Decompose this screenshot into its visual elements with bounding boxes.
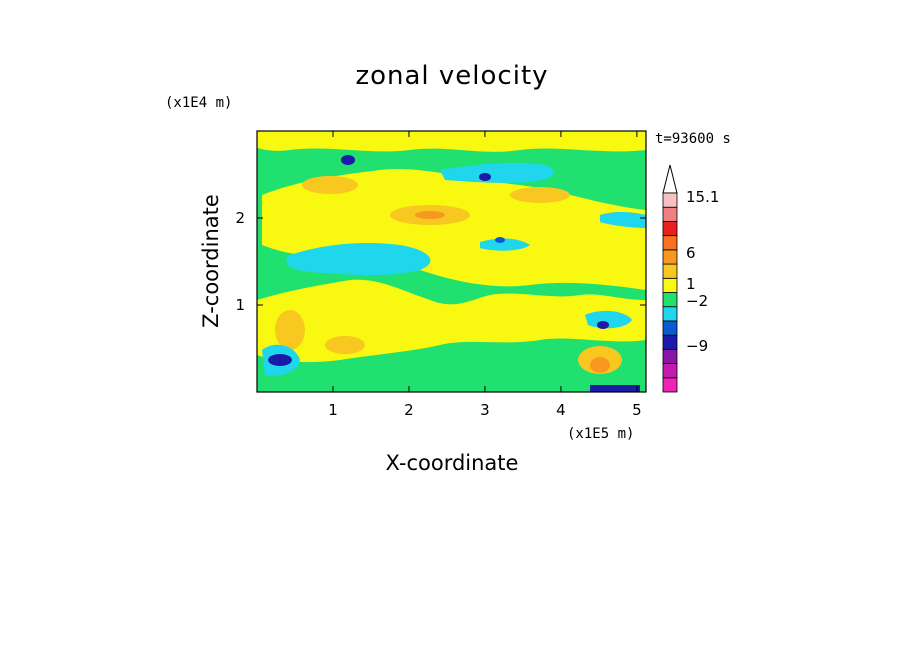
plot-frame bbox=[256, 130, 647, 393]
x-tick-label: 2 bbox=[404, 401, 414, 419]
contour-region bbox=[590, 385, 640, 392]
contour-region bbox=[415, 211, 445, 219]
contour-region bbox=[479, 173, 491, 181]
colorbar-level bbox=[662, 277, 678, 293]
colorbar-level bbox=[662, 363, 678, 379]
x-tick-label: 5 bbox=[632, 401, 642, 419]
colorbar-level bbox=[662, 334, 678, 350]
colorbar-level bbox=[662, 292, 678, 308]
colorbar-level bbox=[662, 320, 678, 336]
velocity-field bbox=[257, 131, 646, 392]
contour-region bbox=[420, 227, 646, 290]
contour-region bbox=[590, 357, 610, 373]
y-tick-label: 1 bbox=[235, 296, 245, 314]
y-tick-label: 2 bbox=[235, 209, 245, 227]
colorbar-label: −2 bbox=[686, 292, 708, 310]
contour-region bbox=[286, 243, 431, 276]
colorbar-level bbox=[662, 192, 678, 208]
contour-region bbox=[600, 211, 646, 228]
contour-region bbox=[597, 321, 609, 329]
contour-region bbox=[302, 176, 358, 194]
contour-region bbox=[268, 354, 292, 366]
axes: 1 2 3 4 5 1 2 bbox=[235, 131, 646, 419]
contour-region bbox=[585, 310, 632, 329]
x-axis-label: X-coordinate bbox=[386, 451, 519, 475]
x-unit-label: (x1E5 m) bbox=[567, 426, 634, 442]
colorbar: 15.1 6 1 −2 −9 bbox=[662, 164, 719, 393]
x-tick-label: 3 bbox=[480, 401, 490, 419]
contour-region bbox=[480, 238, 530, 251]
colorbar-extend-arrow bbox=[662, 164, 678, 194]
colorbar-level bbox=[662, 221, 678, 237]
colorbar-level bbox=[662, 235, 678, 251]
contour-region bbox=[325, 336, 365, 354]
contour-region bbox=[257, 131, 646, 152]
colorbar-level bbox=[662, 348, 678, 364]
colorbar-level bbox=[662, 206, 678, 222]
contour-region bbox=[495, 237, 505, 243]
x-tick-label: 1 bbox=[328, 401, 338, 419]
contour-region bbox=[510, 187, 570, 203]
colorbar-level bbox=[662, 377, 678, 393]
time-label: t=93600 s bbox=[655, 131, 731, 147]
contour-region bbox=[275, 310, 305, 350]
colorbar-label: 6 bbox=[686, 244, 696, 262]
y-unit-label: (x1E4 m) bbox=[165, 95, 232, 111]
x-tick-label: 4 bbox=[556, 401, 566, 419]
colorbar-label: 1 bbox=[686, 275, 696, 293]
colorbar-label: 15.1 bbox=[686, 188, 719, 206]
colorbar-label: −9 bbox=[686, 337, 708, 355]
y-axis-label: Z-coordinate bbox=[199, 194, 223, 328]
colorbar-level bbox=[662, 306, 678, 322]
chart-title: zonal velocity bbox=[355, 61, 548, 91]
colorbar-level bbox=[662, 263, 678, 279]
contour-region bbox=[341, 155, 355, 165]
colorbar-level bbox=[662, 249, 678, 265]
contour-region bbox=[440, 162, 554, 183]
